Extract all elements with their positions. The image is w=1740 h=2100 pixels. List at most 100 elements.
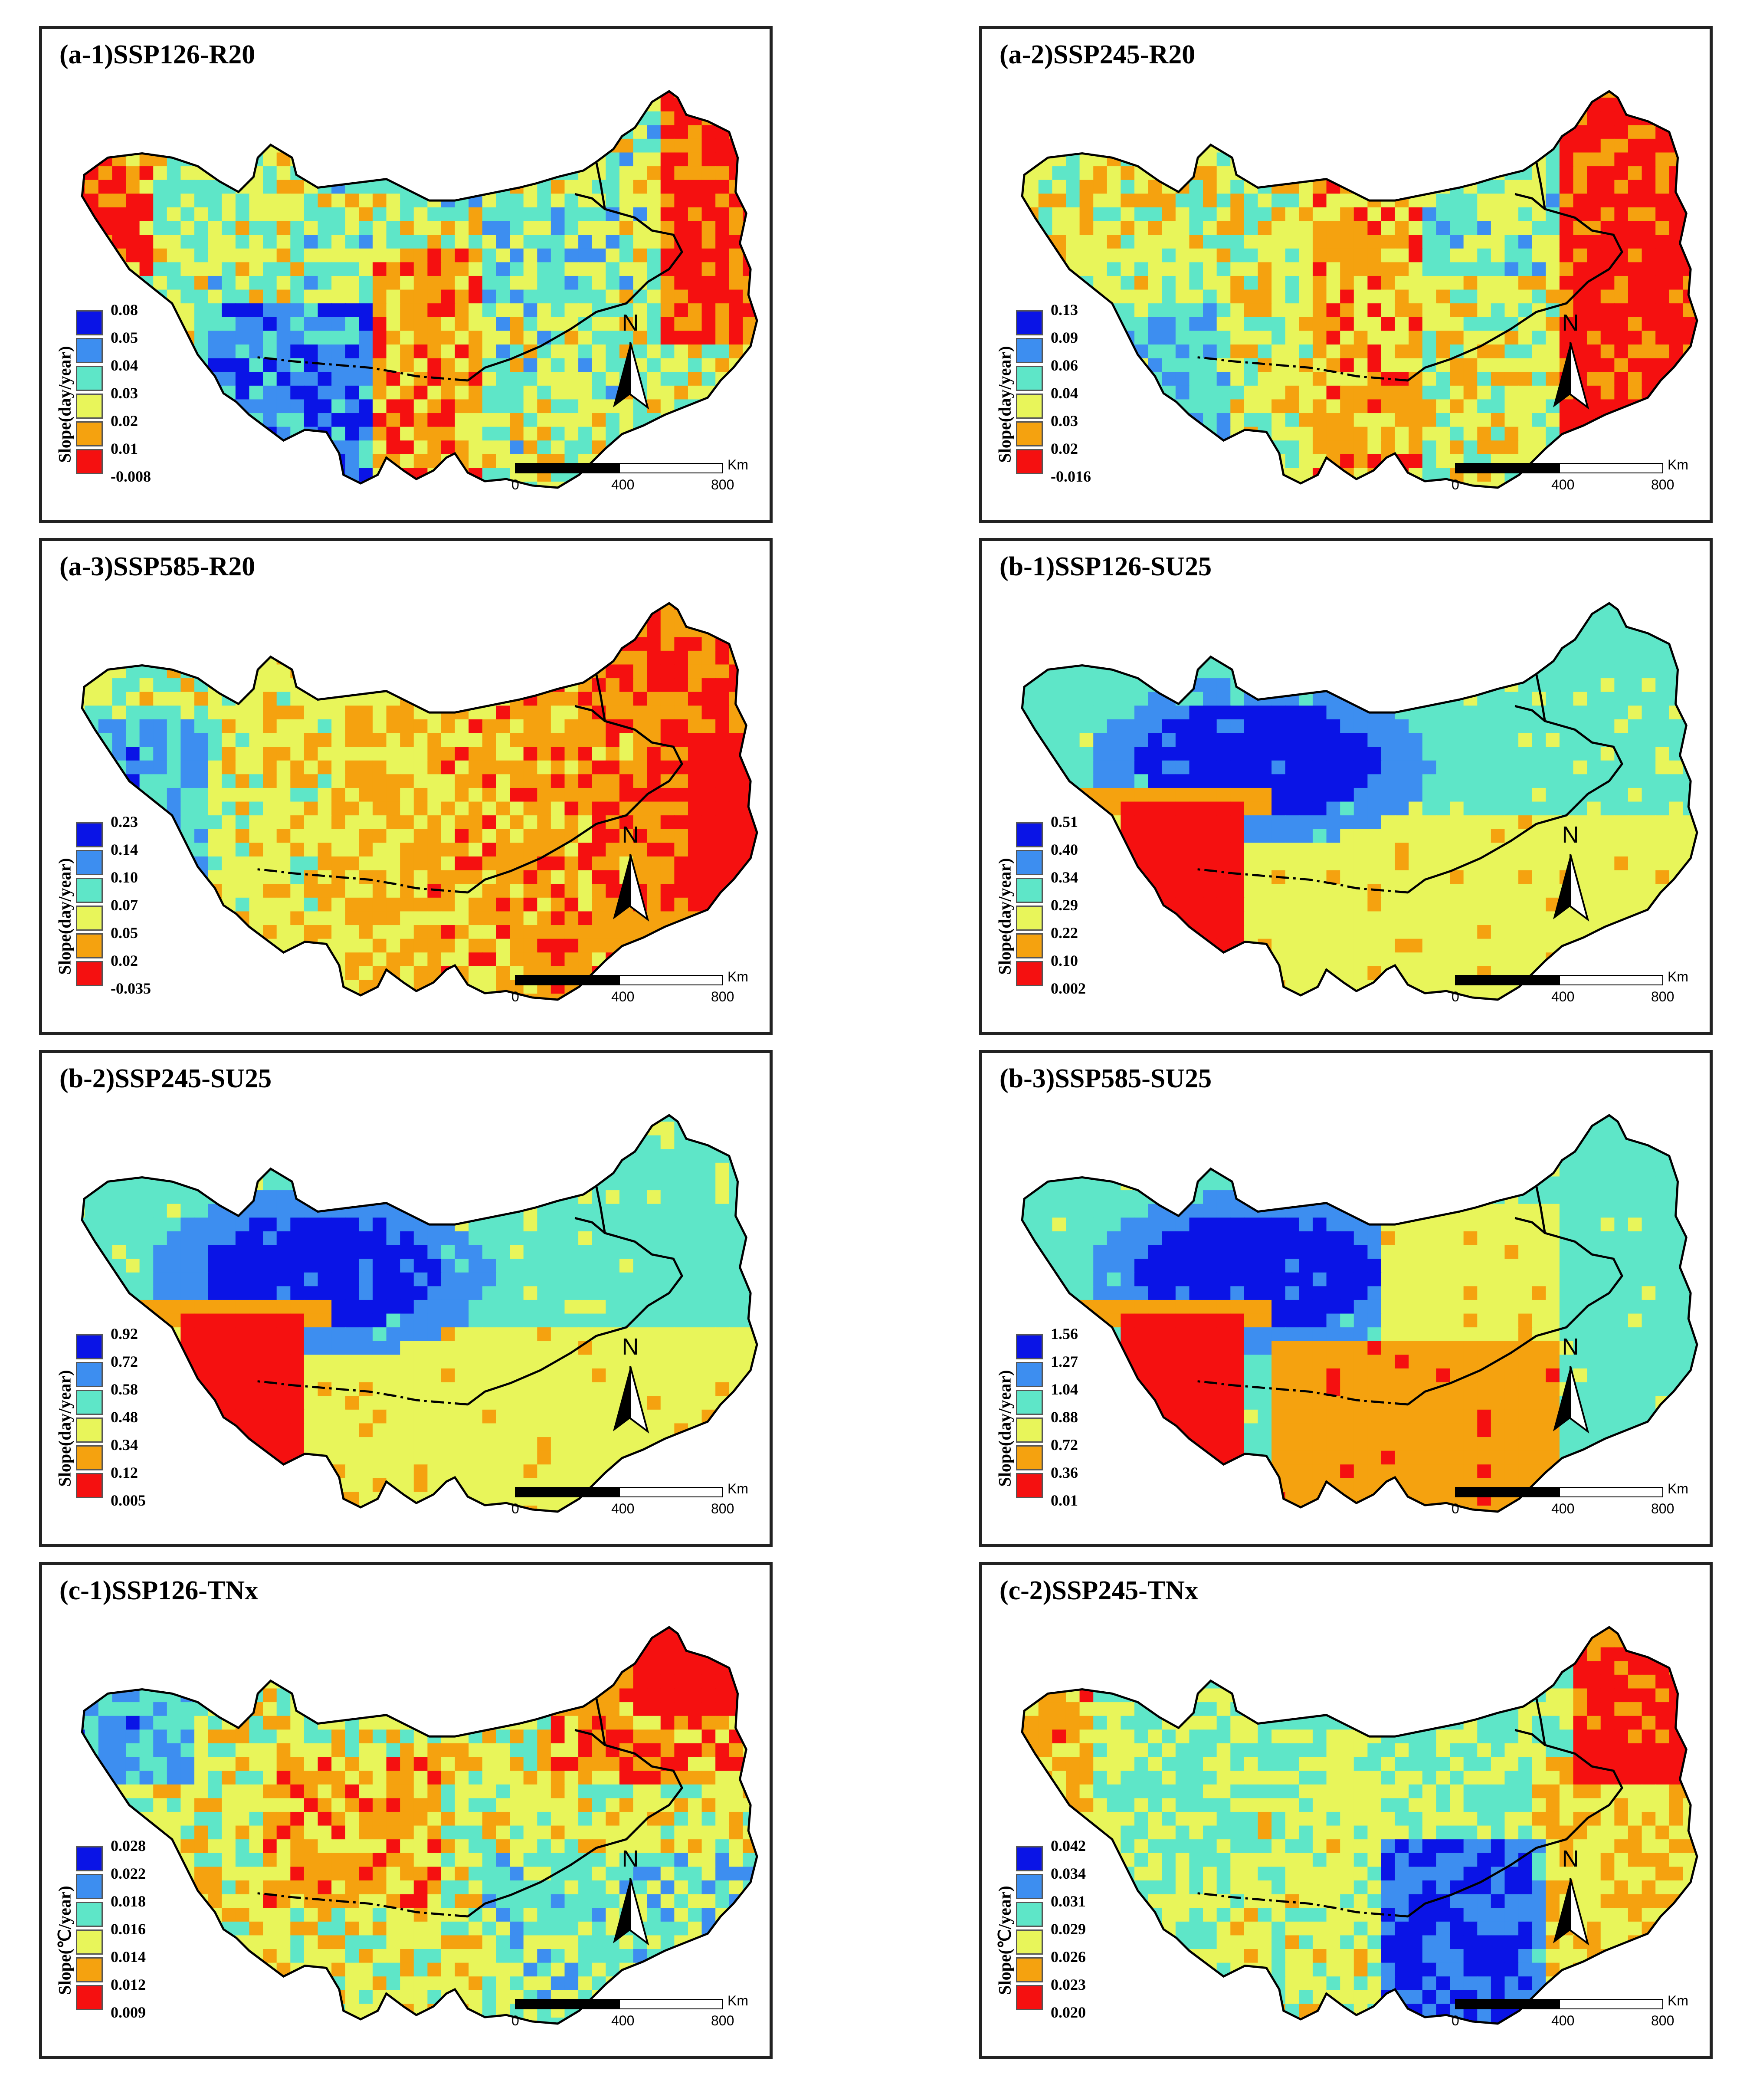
raster-cell — [290, 705, 305, 720]
raster-cell — [235, 650, 250, 665]
raster-cell — [688, 331, 702, 345]
raster-cell — [125, 719, 140, 734]
raster-cell — [551, 815, 565, 830]
raster-cell — [180, 111, 195, 126]
raster-cell — [469, 610, 483, 624]
raster-cell — [413, 385, 428, 400]
raster-cell — [1642, 317, 1656, 331]
raster-cell — [1669, 317, 1684, 331]
raster-cell — [180, 650, 195, 665]
raster-cell — [1463, 194, 1478, 208]
raster-cell — [1299, 345, 1313, 359]
raster-cell — [482, 166, 497, 180]
raster-cell — [441, 952, 455, 967]
raster-cell — [304, 454, 318, 469]
raster-cell — [564, 372, 579, 386]
raster-cell — [1052, 221, 1066, 236]
raster-cell — [208, 111, 223, 126]
raster-cell — [1271, 138, 1286, 153]
raster-cell — [578, 385, 593, 400]
raster-cell — [359, 870, 373, 885]
raster-cell — [359, 262, 373, 276]
raster-cell — [633, 138, 648, 153]
raster-cell — [1312, 303, 1327, 318]
raster-cell — [427, 207, 442, 222]
legend-swatch — [1016, 421, 1043, 446]
raster-cell — [1162, 482, 1176, 488]
raster-cell — [1669, 385, 1684, 400]
raster-cell — [263, 372, 277, 386]
raster-cell — [290, 399, 305, 414]
raster-cell — [1175, 166, 1190, 180]
raster-cell — [469, 427, 483, 441]
raster-cell — [1230, 413, 1245, 427]
raster-cell — [688, 372, 702, 386]
raster-cell — [180, 358, 195, 373]
raster-cell — [537, 843, 551, 857]
raster-cell — [1299, 91, 1313, 98]
raster-cell — [304, 664, 318, 679]
raster-cell — [276, 692, 291, 706]
raster-cell — [564, 843, 579, 857]
raster-cell — [1642, 180, 1656, 194]
raster-cell — [1422, 207, 1437, 222]
raster-cell — [1518, 276, 1533, 290]
raster-cell — [1463, 603, 1478, 610]
raster-cell — [619, 111, 634, 126]
raster-cell — [331, 788, 346, 802]
raster-cell — [1285, 440, 1300, 455]
raster-cell — [386, 623, 401, 638]
raster-cell — [331, 331, 346, 345]
raster-cell — [455, 815, 469, 830]
raster-cell — [304, 413, 318, 427]
raster-cell — [1696, 440, 1697, 455]
raster-cell — [1312, 276, 1327, 290]
raster-cell — [427, 303, 442, 318]
raster-cell — [359, 289, 373, 304]
raster-cell — [455, 138, 469, 153]
raster-cell — [1367, 91, 1382, 98]
raster-cell — [688, 152, 702, 167]
raster-cell — [1669, 207, 1684, 222]
raster-cell — [1230, 276, 1245, 290]
raster-cell — [1683, 372, 1697, 386]
raster-cell — [1614, 303, 1629, 318]
raster-cell — [1285, 331, 1300, 345]
raster-cell — [1271, 303, 1286, 318]
raster-cell — [619, 221, 634, 236]
raster-cell — [222, 427, 236, 441]
raster-cell — [125, 623, 140, 638]
raster-cell — [578, 856, 593, 871]
raster-cell — [222, 760, 236, 775]
raster-cell — [523, 610, 538, 624]
raster-cell — [1353, 317, 1368, 331]
raster-cell — [441, 678, 455, 692]
legend-swatch — [76, 961, 103, 986]
raster-cell — [688, 166, 702, 180]
raster-cell — [345, 897, 360, 912]
raster-cell — [1409, 385, 1423, 400]
raster-cell — [496, 623, 511, 638]
raster-cell — [345, 289, 360, 304]
raster-cell — [496, 289, 511, 304]
raster-cell — [1244, 331, 1258, 345]
raster-cell — [688, 815, 702, 830]
raster-cell — [1022, 221, 1026, 236]
raster-cell — [194, 440, 209, 455]
raster-cell — [222, 610, 236, 624]
raster-cell — [1258, 345, 1272, 359]
raster-cell — [1175, 372, 1190, 386]
raster-cell — [619, 747, 634, 761]
raster-cell — [455, 938, 469, 953]
raster-cell — [208, 650, 223, 665]
raster-cell — [345, 385, 360, 400]
raster-cell — [619, 248, 634, 263]
raster-cell — [1216, 482, 1231, 488]
raster-cell — [633, 843, 648, 857]
raster-cell — [1258, 372, 1272, 386]
raster-cell — [537, 815, 551, 830]
raster-cell — [222, 468, 236, 482]
raster-cell — [194, 980, 209, 994]
raster-cell — [290, 843, 305, 857]
raster-cell — [1025, 248, 1039, 263]
